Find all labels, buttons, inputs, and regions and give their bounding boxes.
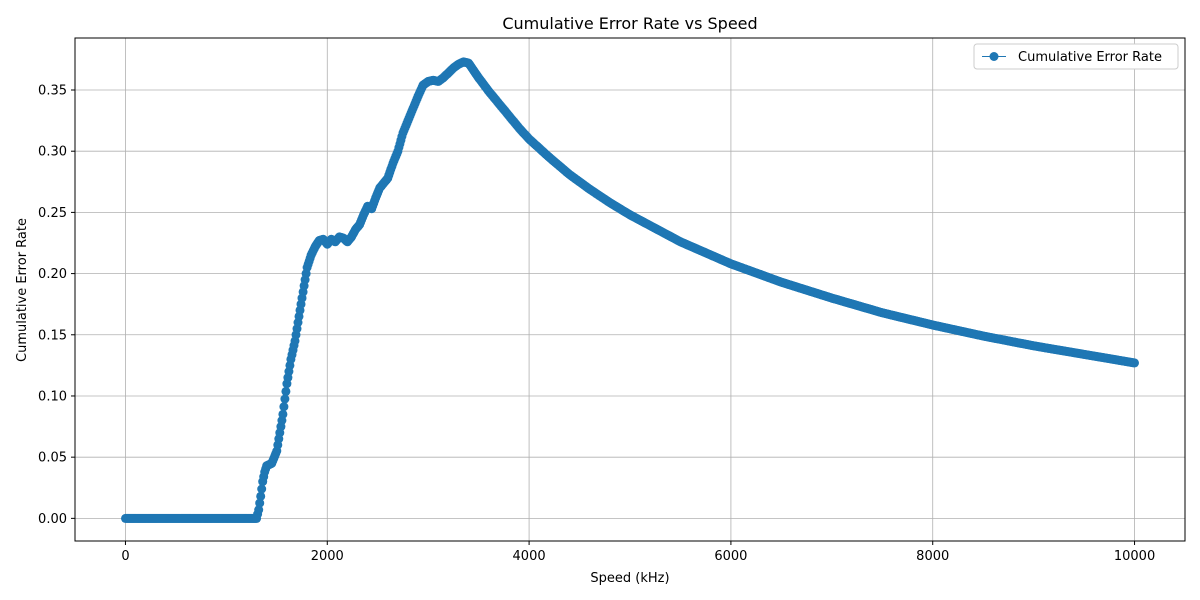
y-tick-label: 0.25 [38,206,67,221]
legend-box [973,43,1179,70]
chart-title: Cumulative Error Rate vs Speed [502,14,757,33]
y-tick-label: 0.30 [38,145,67,160]
legend-label: Cumulative Error Rate [1018,50,1162,65]
series-cumulative-error-rate [121,57,1139,523]
x-tick-label: 8000 [916,549,949,564]
data-point [256,491,266,501]
x-tick-label: 10000 [1114,549,1155,564]
data-point [254,505,264,515]
data-point [257,484,267,494]
data-point [278,409,288,419]
x-tick-label: 4000 [513,549,546,564]
x-tick-label: 0 [121,549,129,564]
y-tick-label: 0.00 [38,512,67,527]
x-axis-label: Speed (kHz) [590,571,669,586]
x-tick-label: 6000 [714,549,747,564]
y-tick-label: 0.35 [38,84,67,99]
data-point [280,394,290,404]
x-tick-label: 2000 [311,549,344,564]
data-point [255,498,265,508]
x-axis: 0 2000 4000 6000 8000 10000 [121,541,1155,564]
data-point [281,386,291,396]
data-point [279,402,289,412]
legend-marker [989,52,999,61]
y-axis-label: Cumulative Error Rate [15,218,30,362]
y-tick-label: 0.15 [38,328,67,343]
y-tick-label: 0.10 [38,389,67,404]
data-point [1130,358,1139,368]
y-tick-label: 0.05 [38,451,67,466]
y-tick-label: 0.20 [38,267,67,282]
plot-frame [74,37,1186,542]
legend: Cumulative Error Rate [973,43,1179,70]
grid [75,38,1185,541]
y-axis: 0.00 0.05 0.10 0.15 0.20 0.25 0.30 0.35 [38,84,75,527]
